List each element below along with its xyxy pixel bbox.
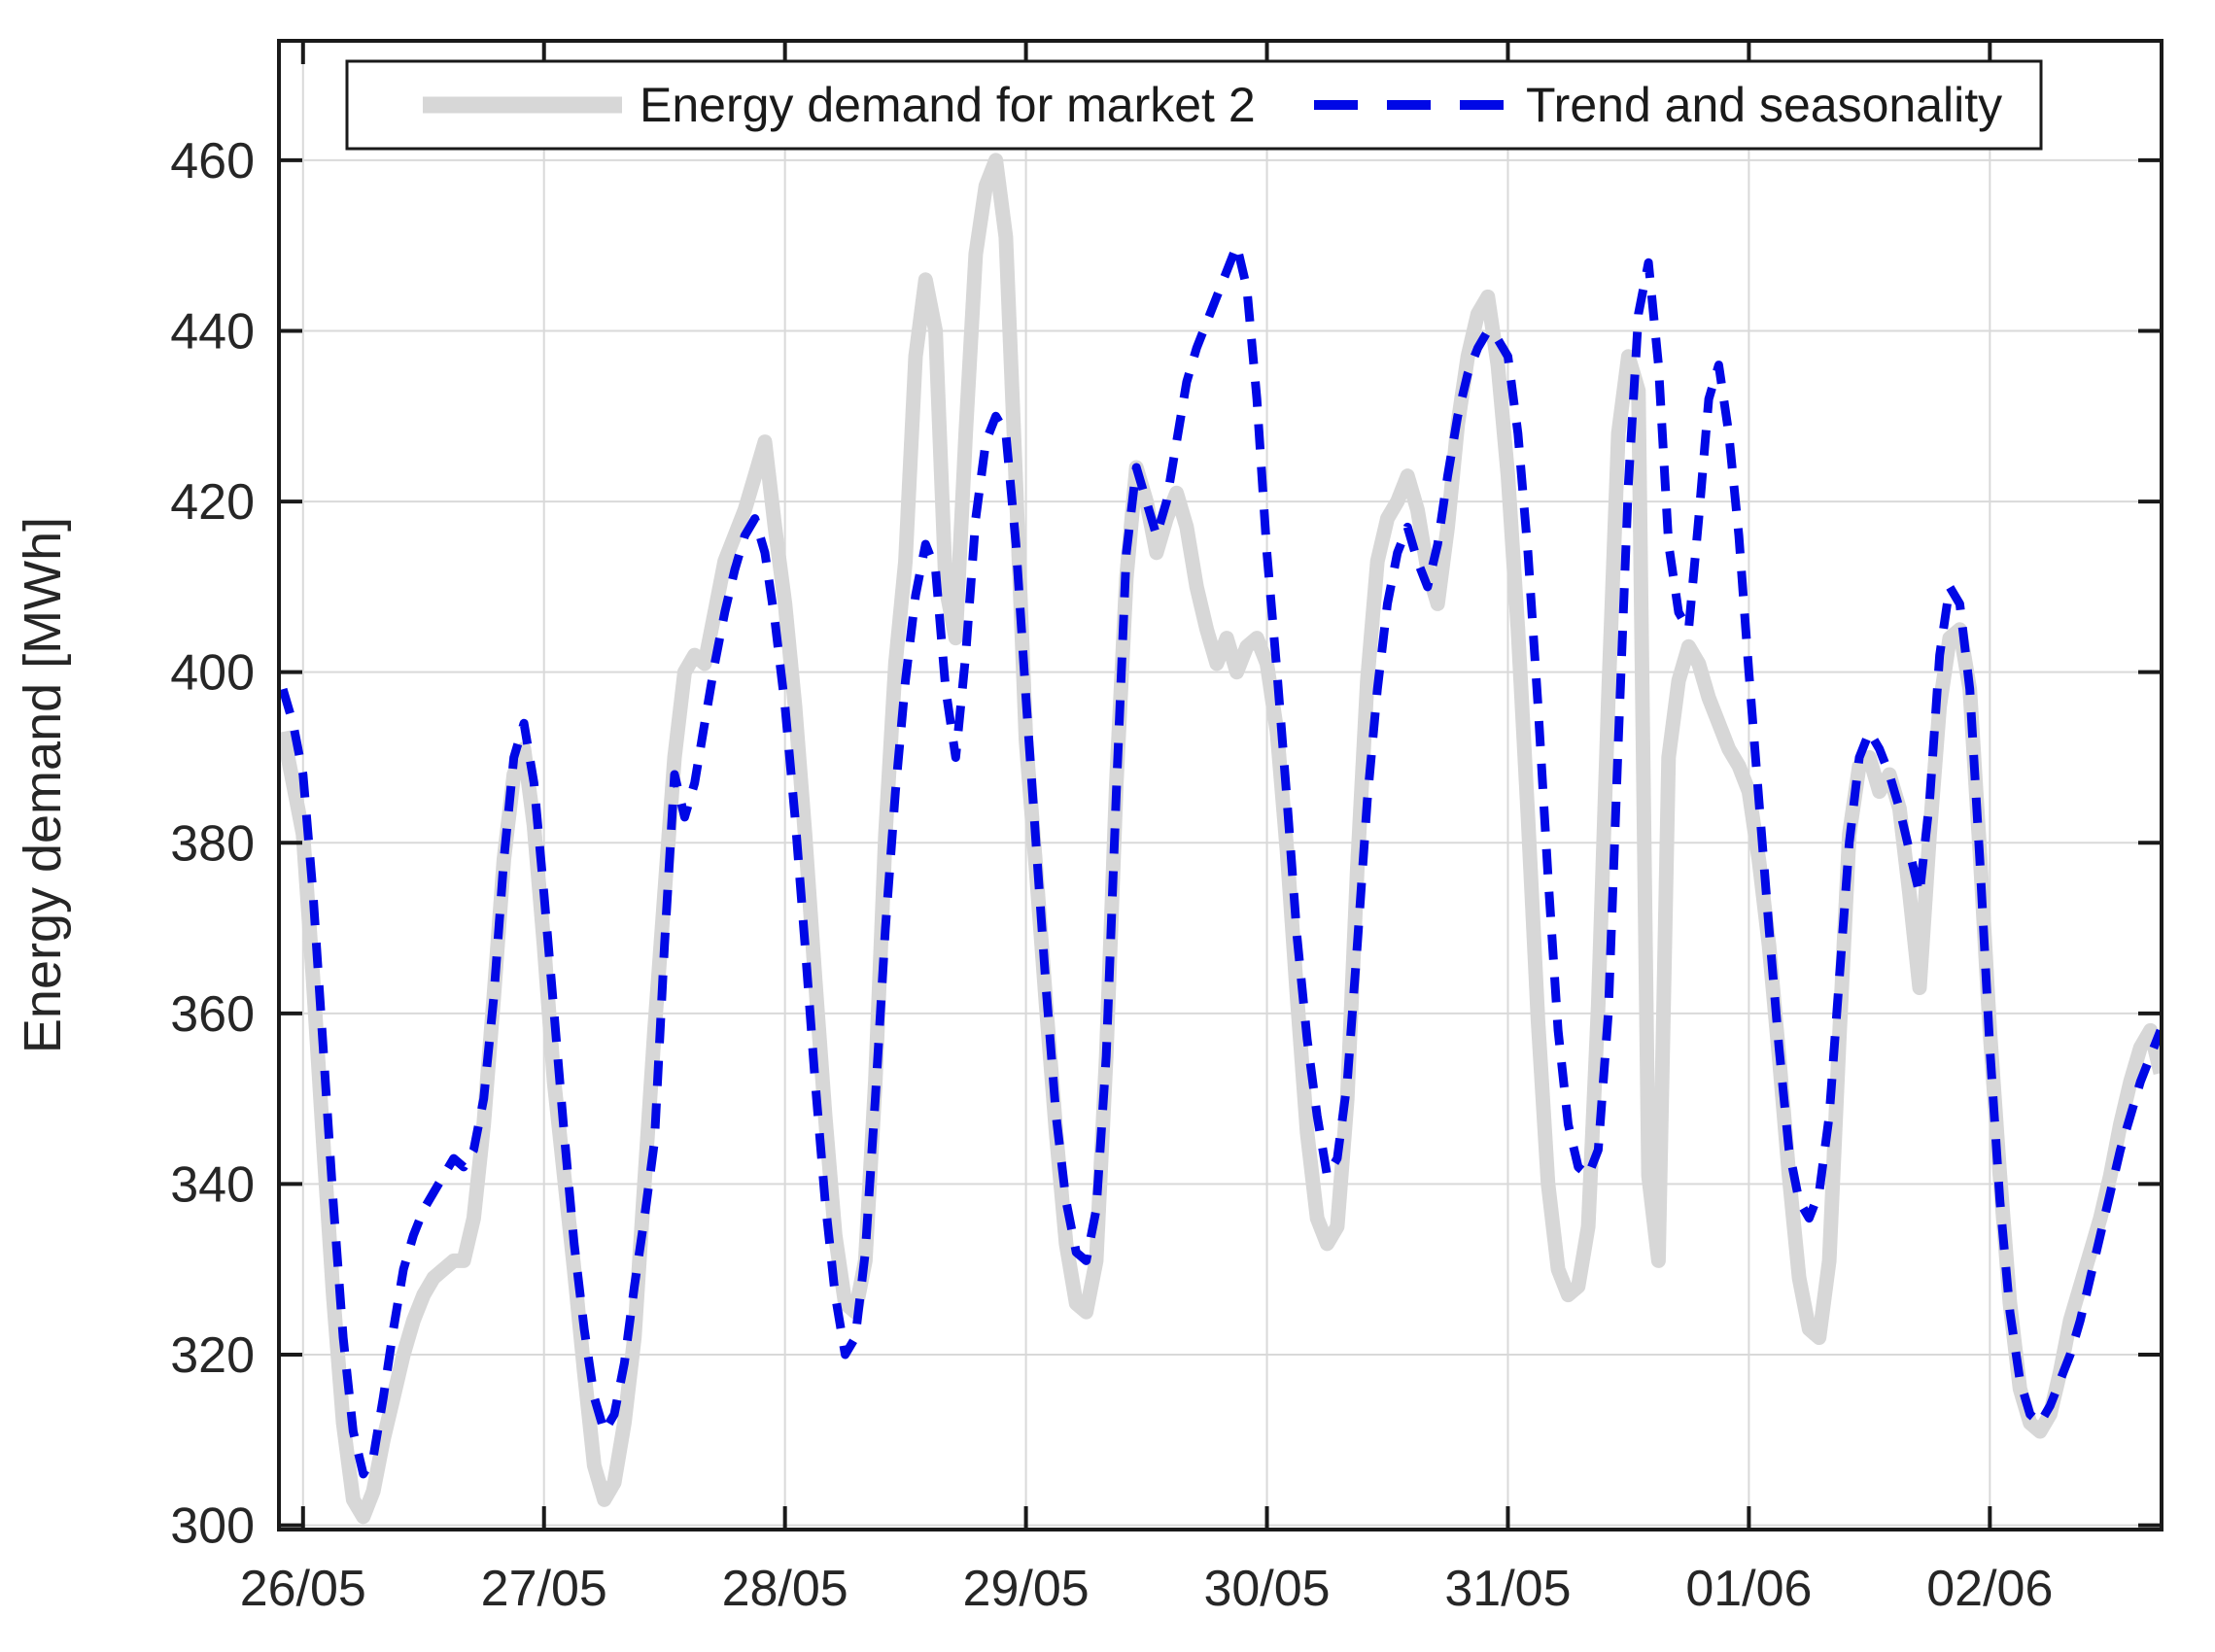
- trend-seasonality-line: [279, 241, 2162, 1479]
- axis-ticks: [279, 41, 2162, 1530]
- y-tick-label: 400: [170, 645, 255, 702]
- axes-frame: [277, 39, 2163, 1532]
- tick-labels: 300 320 340 360 380 400 420 440 460 26/05 27/05 28/…: [170, 133, 2053, 1617]
- legend-label-trend: Trend and seasonality: [1526, 78, 2002, 132]
- y-tick-label: 360: [170, 986, 255, 1043]
- y-tick-label: 340: [170, 1156, 255, 1213]
- y-tick-label: 420: [170, 474, 255, 531]
- y-tick-label: 320: [170, 1327, 255, 1384]
- x-tick-label: 29/05: [963, 1561, 1090, 1617]
- x-tick-label: 26/05: [240, 1561, 366, 1617]
- y-tick-label: 460: [170, 133, 255, 189]
- x-tick-label: 01/06: [1685, 1561, 1812, 1617]
- x-tick-label: 30/05: [1203, 1561, 1330, 1617]
- series-lines: [279, 153, 2162, 1525]
- x-tick-label: 02/06: [1926, 1561, 2053, 1617]
- y-axis-label: Energy demand [MWh]: [14, 517, 72, 1053]
- x-tick-label: 31/05: [1444, 1561, 1571, 1617]
- y-tick-label: 300: [170, 1498, 255, 1555]
- plot-area: [279, 41, 2162, 1530]
- y-tick-label: 380: [170, 815, 255, 872]
- legend: Energy demand for market 2 Trend and sea…: [345, 59, 2043, 151]
- legend-label-energy-demand: Energy demand for market 2: [640, 78, 1256, 132]
- x-tick-label: 28/05: [722, 1561, 848, 1617]
- x-tick-label: 27/05: [481, 1561, 607, 1617]
- legend-box: [345, 59, 2043, 151]
- y-tick-label: 440: [170, 303, 255, 360]
